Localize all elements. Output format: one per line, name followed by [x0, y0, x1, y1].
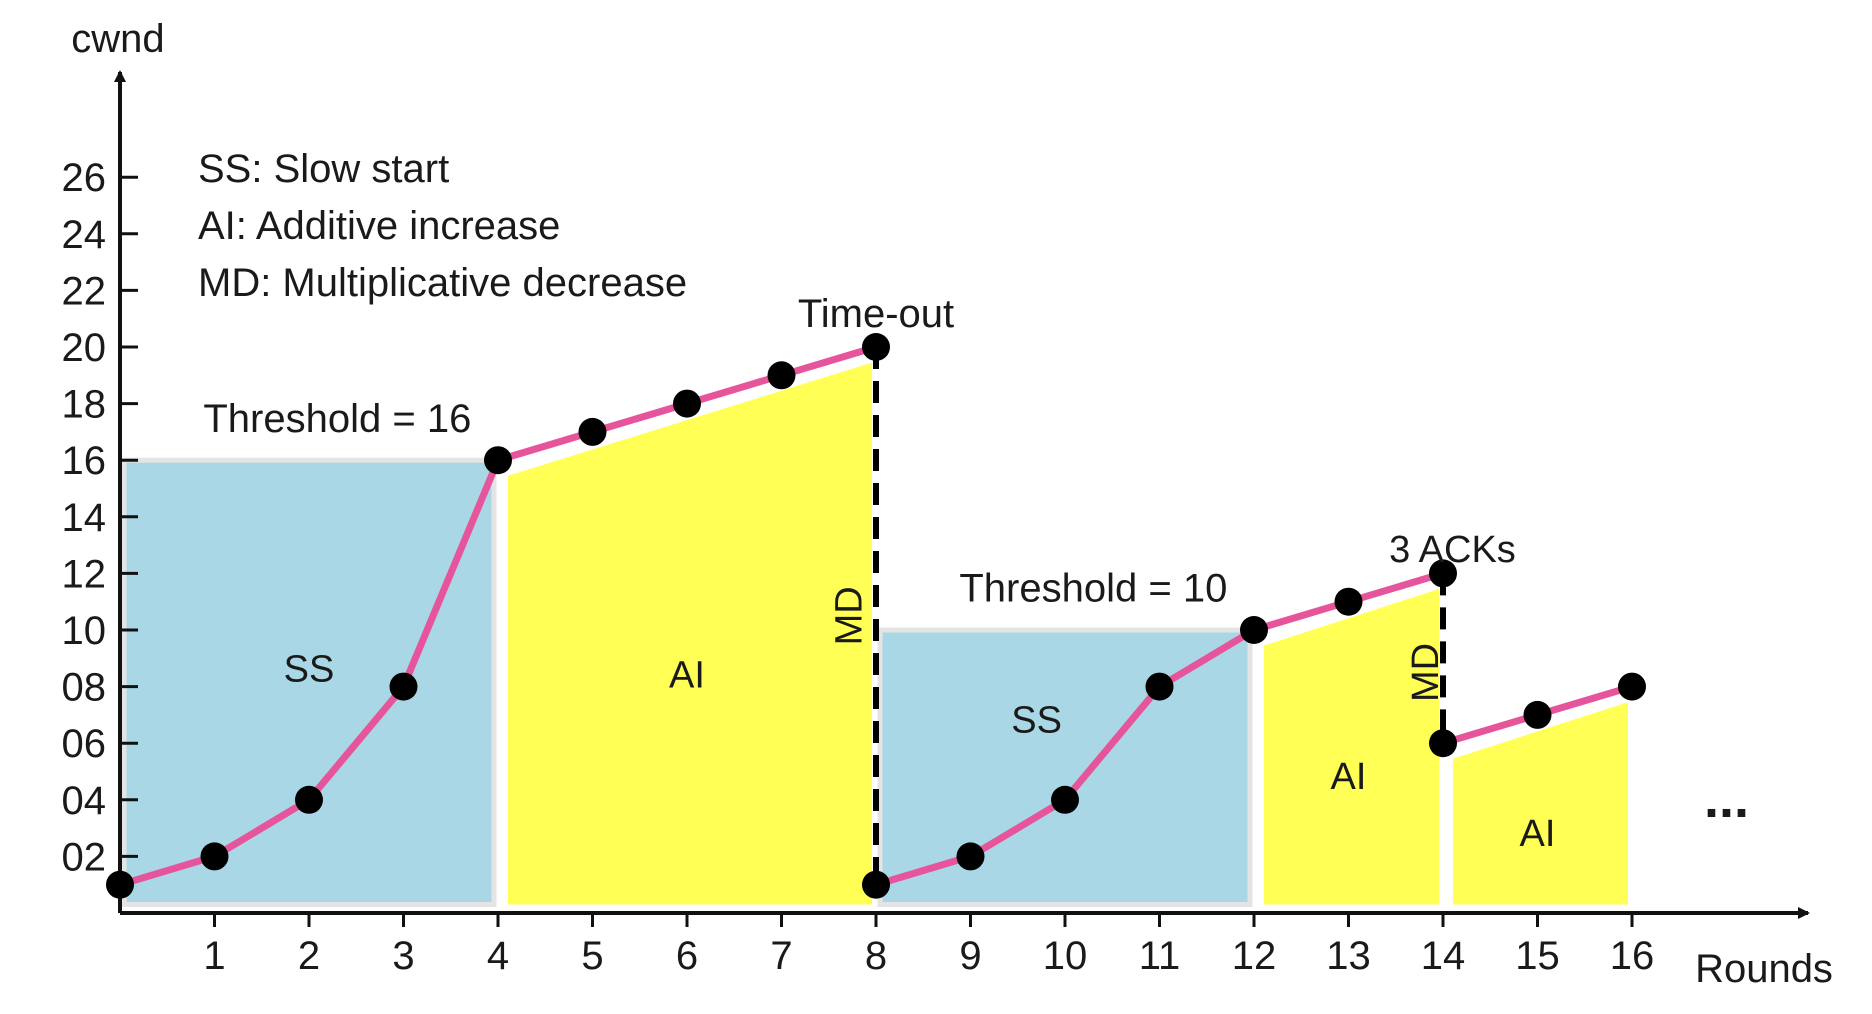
- x-tick-label-10: 10: [1043, 934, 1088, 978]
- data-point-5: [578, 417, 607, 446]
- region-label-ai-5: AI: [1520, 813, 1556, 855]
- data-point-18: [1618, 672, 1646, 701]
- annotation-3-acks: 3 ACKs: [1389, 529, 1516, 571]
- legend-line-1: SS: Slow start: [198, 147, 449, 191]
- cwnd-segment-0: [116, 852, 218, 889]
- annotation-timeout: Time-out: [798, 292, 954, 336]
- cwnd-segment-3: [400, 456, 502, 691]
- y-tick-label-24: 24: [62, 213, 107, 257]
- cwnd-segment-12: [1156, 626, 1258, 691]
- data-point-7: [767, 361, 796, 390]
- ai-region-5: [1453, 702, 1628, 905]
- y-tick-label-20: 20: [62, 326, 107, 370]
- data-point-13: [1240, 616, 1268, 644]
- data-point-11: [1051, 785, 1079, 814]
- x-tick-label-7: 7: [770, 934, 792, 978]
- y-tick-label-14: 14: [62, 496, 107, 540]
- x-tick-label-3: 3: [392, 934, 414, 978]
- x-tick-label-16: 16: [1610, 934, 1655, 978]
- cwnd-segment-2: [305, 683, 407, 804]
- x-tick-label-14: 14: [1421, 934, 1466, 978]
- cwnd-segment-10: [967, 796, 1069, 860]
- data-point-9: [862, 870, 890, 899]
- x-tick-label-9: 9: [959, 934, 981, 978]
- cwnd-segment-9: [872, 852, 974, 889]
- data-point-15: [1429, 559, 1457, 588]
- y-tick-label-22: 22: [62, 269, 107, 313]
- x-tick-label-1: 1: [203, 934, 225, 978]
- ss-region-3: [877, 627, 1253, 908]
- data-point-8: [862, 333, 890, 361]
- y-tick-label-16: 16: [62, 439, 107, 483]
- cwnd-segment-16: [1439, 711, 1541, 747]
- cwnd-segment-1: [211, 796, 313, 860]
- ss-region-1: [121, 457, 497, 908]
- legend-line-3: MD: Multiplicative decrease: [198, 261, 687, 305]
- axes-layer: [114, 70, 1810, 927]
- y-tick-label-12: 12: [62, 552, 107, 596]
- data-point-6: [673, 389, 701, 418]
- line-layer: [116, 343, 1636, 889]
- data-point-12: [1145, 672, 1174, 701]
- y-tick-label-08: 08: [62, 666, 107, 710]
- y-tick-label-02: 02: [62, 835, 107, 879]
- region-label-ss-3: SS: [1011, 700, 1062, 742]
- x-tick-label-11: 11: [1139, 934, 1181, 978]
- data-point-4: [484, 446, 512, 475]
- x-tick-label-4: 4: [487, 934, 509, 978]
- cwnd-segment-17: [1534, 683, 1636, 719]
- annotation-md-2: MD: [1405, 643, 1447, 702]
- y-tick-label-04: 04: [62, 779, 107, 823]
- data-point-3: [389, 672, 418, 701]
- x-tick-label-12: 12: [1232, 934, 1277, 978]
- cwnd-segment-4: [494, 428, 596, 464]
- x-tick-label-5: 5: [581, 934, 603, 978]
- data-point-0: [106, 870, 134, 899]
- annotation-threshold-16: Threshold = 16: [203, 397, 471, 441]
- data-point-10: [956, 842, 985, 871]
- annotation-md-1: MD: [829, 586, 871, 645]
- x-tick-label-15: 15: [1515, 934, 1560, 978]
- region-label-ss-1: SS: [284, 649, 335, 691]
- annotation-threshold-10: Threshold = 10: [959, 567, 1227, 611]
- data-point-2: [295, 785, 323, 814]
- data-point-17: [1523, 700, 1552, 729]
- x-tick-label-2: 2: [298, 934, 320, 978]
- annotation-ellipsis: ...: [1704, 769, 1749, 829]
- x-tick-label-13: 13: [1326, 934, 1371, 978]
- y-axis-title: cwnd: [71, 17, 164, 61]
- x-tick-label-6: 6: [676, 934, 698, 978]
- legend-line-2: AI: Additive increase: [198, 204, 560, 248]
- region-label-ai-2: AI: [669, 654, 705, 696]
- data-point-16: [1429, 729, 1457, 758]
- cwnd-segment-13: [1250, 598, 1352, 634]
- cwnd-segment-14: [1345, 569, 1447, 606]
- y-tick-label-10: 10: [62, 609, 107, 653]
- x-tick-label-8: 8: [865, 934, 887, 978]
- data-point-14: [1334, 587, 1363, 616]
- ai-region-4: [1264, 588, 1439, 905]
- y-tick-label-06: 06: [62, 722, 107, 766]
- cwnd-segment-6: [683, 371, 785, 408]
- cwnd-segment-7: [778, 343, 880, 379]
- cwnd-segment-5: [589, 400, 691, 436]
- data-point-1: [200, 842, 229, 871]
- y-tick-label-18: 18: [62, 383, 107, 427]
- region-label-ai-4: AI: [1331, 756, 1367, 798]
- x-axis-title: Rounds: [1695, 947, 1833, 991]
- ai-region-2: [508, 362, 872, 905]
- regions-layer: [121, 362, 1628, 908]
- y-tick-label-26: 26: [62, 156, 107, 200]
- points-layer: [106, 333, 1646, 899]
- cwnd-segment-11: [1061, 683, 1163, 804]
